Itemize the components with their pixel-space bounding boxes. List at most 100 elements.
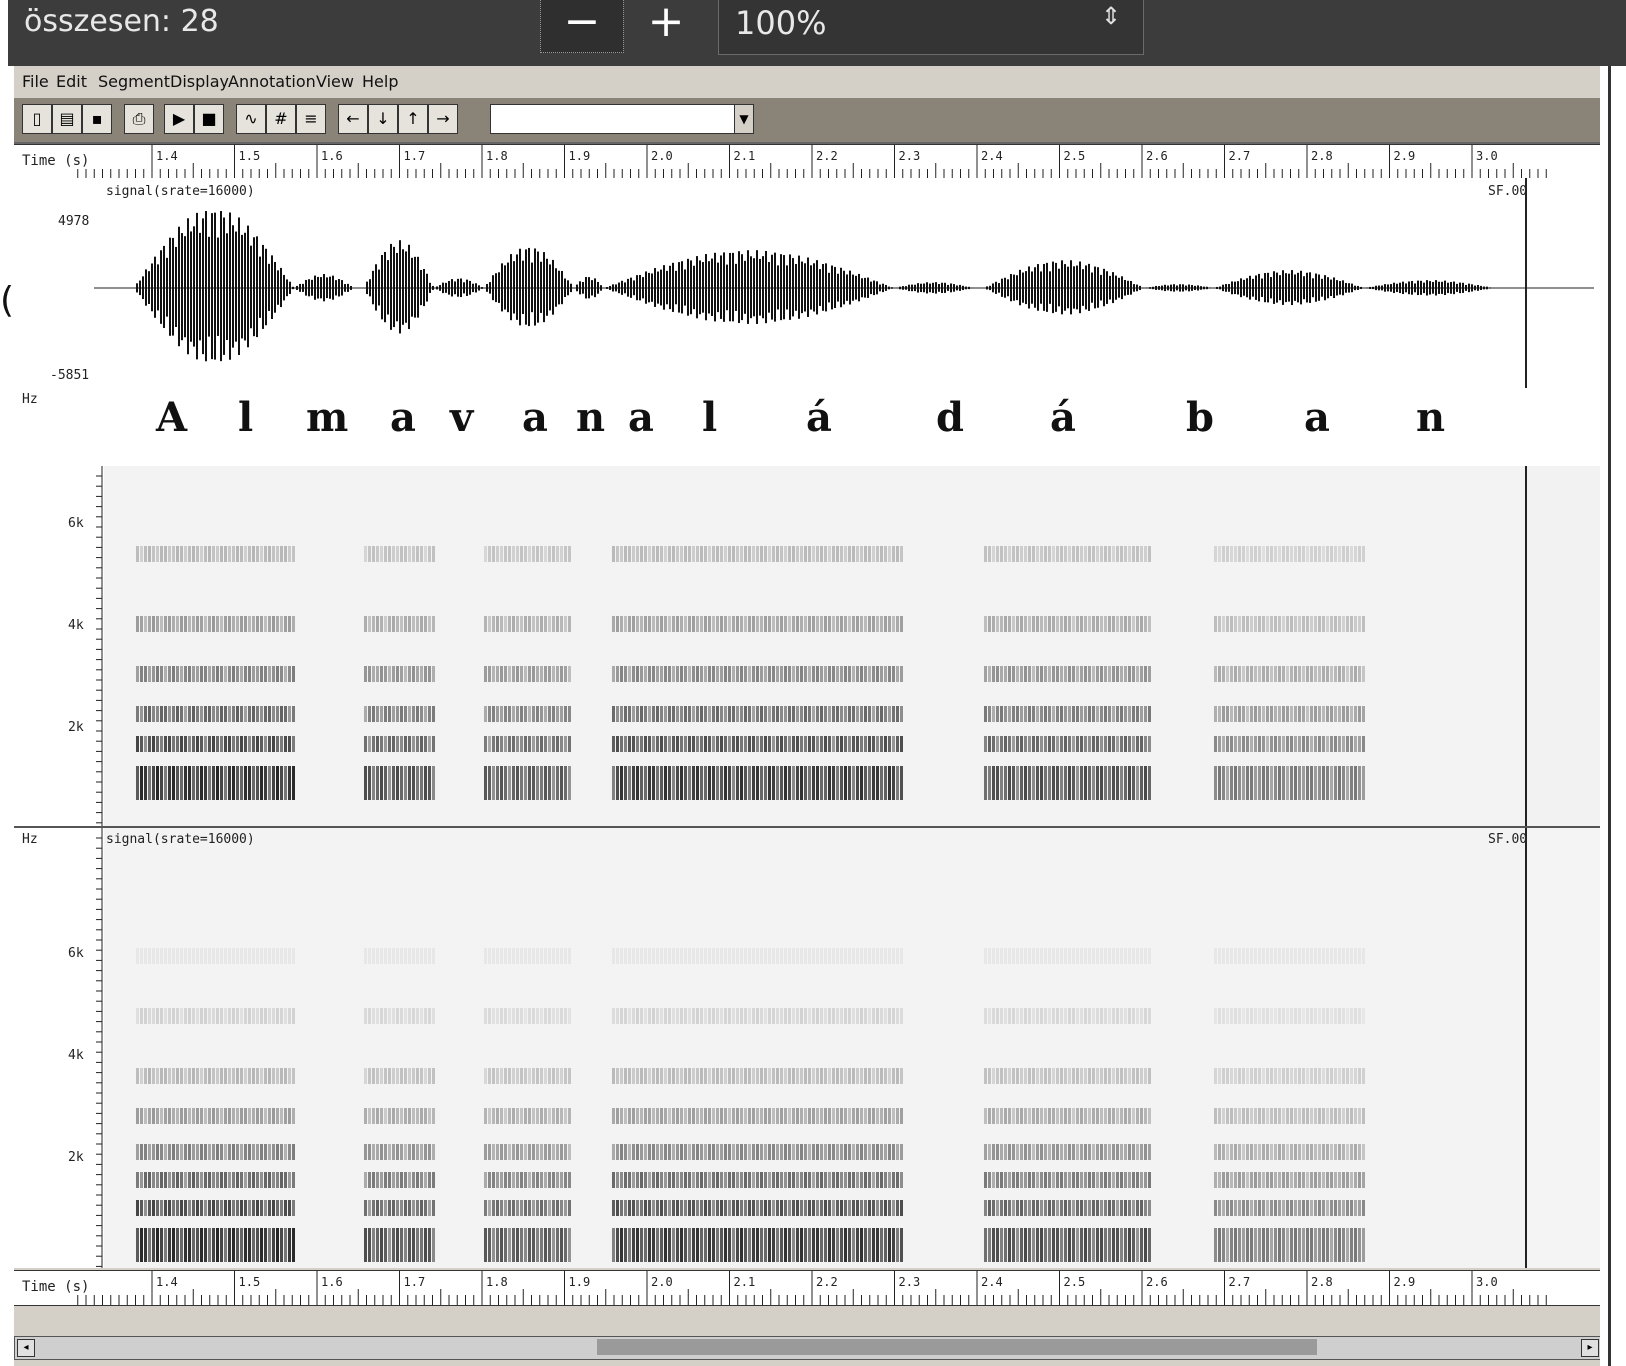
spectrogram-energy [228, 766, 231, 800]
spectrogram-energy [868, 546, 871, 562]
spectrogram-narrowband[interactable]: Hz signal(srate=16000) SF.00 6k 4k 2k [14, 828, 1600, 1268]
spectrogram-energy [1024, 1200, 1027, 1216]
ruler-label: Time (s) [22, 153, 90, 169]
scroll-left-icon[interactable]: ◂ [17, 1339, 35, 1357]
spectrogram-energy [516, 1108, 519, 1124]
spectrogram-energy [212, 1144, 215, 1160]
spectrogram-energy [524, 546, 527, 562]
spectrogram-energy [800, 1172, 803, 1188]
spectrogram-energy [740, 666, 743, 682]
save-icon[interactable]: ▪ [82, 104, 112, 134]
ruler-tick-label: 1.7 [404, 149, 426, 163]
spectrogram-energy [560, 766, 563, 800]
new-file-icon[interactable]: ▯ [22, 104, 52, 134]
spectrogram-energy [540, 1228, 543, 1262]
spectrogram-energy [196, 1172, 199, 1188]
spectrogram-energy [192, 1144, 195, 1160]
arrow-down-icon[interactable]: ↓ [368, 104, 398, 134]
spectrogram-energy [260, 706, 263, 722]
spectrogram-energy [172, 1008, 175, 1024]
spectrogram-energy [240, 766, 243, 800]
menu-segment[interactable]: Segment [98, 72, 170, 91]
channel-combo[interactable]: ▼ [490, 104, 754, 134]
zoom-select[interactable]: 100% ⇕ [718, 0, 1144, 55]
spectrogram-energy [788, 546, 791, 562]
spectrogram-energy [256, 948, 259, 964]
spectrogram-energy [820, 1200, 823, 1216]
spectrogram-energy [1016, 1008, 1019, 1024]
menu-help[interactable]: Help [362, 72, 399, 91]
spectrogram-energy [1092, 1108, 1095, 1124]
spectrogram-energy [732, 1172, 735, 1188]
spectrogram-energy [772, 1008, 775, 1024]
waveform-view-icon[interactable]: ∿ [236, 104, 266, 134]
waveform-panel[interactable]: signal(srate=16000) SF.00 4978 -5851 [14, 178, 1600, 389]
menu-file[interactable]: File [22, 72, 49, 91]
spectrogram-energy [508, 948, 511, 964]
spectrogram-energy [712, 616, 715, 632]
spectrogram-wideband[interactable]: Hz 6k 4k 2k [14, 392, 1600, 828]
spectrogram-energy [412, 948, 415, 964]
spectrogram-energy [1128, 736, 1131, 752]
arrow-up-icon[interactable]: ↑ [398, 104, 428, 134]
play-icon[interactable]: ▶ [164, 104, 194, 134]
spectrogram-energy [188, 616, 191, 632]
spectrogram-energy [1052, 1144, 1055, 1160]
spectrogram-energy [836, 546, 839, 562]
spectrogram-energy [888, 736, 891, 752]
spectrogram-energy [1238, 1228, 1241, 1262]
stop-icon[interactable]: ■ [194, 104, 224, 134]
zoom-spin-icon[interactable]: ⇕ [1100, 2, 1121, 30]
spectrogram-energy [1092, 1144, 1095, 1160]
spectrogram-energy [232, 706, 235, 722]
chevron-down-icon[interactable]: ▼ [734, 105, 753, 133]
spectrogram-energy [876, 1172, 879, 1188]
spectrogram-energy [764, 706, 767, 722]
grid-view-icon[interactable]: # [266, 104, 296, 134]
spectrogram-energy [648, 766, 651, 800]
spectrogram-energy [1254, 1008, 1257, 1024]
spectrogram-energy [776, 1228, 779, 1262]
arrow-right-icon[interactable]: → [428, 104, 458, 134]
spectrogram-energy [1008, 1068, 1011, 1084]
arrow-left-icon[interactable]: ← [338, 104, 368, 134]
spectrogram-energy [1104, 1068, 1107, 1084]
menu-view[interactable]: View [316, 72, 354, 91]
spectrogram-energy [1278, 546, 1281, 562]
scroll-right-icon[interactable]: ▸ [1581, 1339, 1599, 1357]
spectrogram-energy [1266, 948, 1269, 964]
spectrogram-energy [420, 666, 423, 682]
spectrogram-energy [376, 706, 379, 722]
spectrogram-energy [164, 1068, 167, 1084]
spectrogram-energy [1136, 706, 1139, 722]
horizontal-scrollbar[interactable]: ◂ ▸ [14, 1336, 1602, 1360]
list-view-icon[interactable]: ≡ [296, 104, 326, 134]
spectrogram-energy [560, 666, 563, 682]
spectrogram-energy [1084, 1228, 1087, 1262]
spectrogram-energy [372, 736, 375, 752]
zoom-in-button[interactable]: + [647, 0, 685, 47]
menu-annotation[interactable]: Annotation [228, 72, 316, 91]
spectrogram-energy [640, 1108, 643, 1124]
spectrogram-energy [1214, 666, 1217, 682]
menu-display[interactable]: Display [170, 72, 229, 91]
spectrogram-energy [144, 1200, 147, 1216]
menu-edit[interactable]: Edit [56, 72, 87, 91]
spectrogram-energy [536, 1108, 539, 1124]
spectrogram-energy [1318, 1200, 1321, 1216]
spectrogram-energy [164, 616, 167, 632]
spectrogram-energy [652, 1144, 655, 1160]
spectrogram-energy [528, 948, 531, 964]
spectrogram-energy [668, 706, 671, 722]
spectrogram-energy [1092, 1228, 1095, 1262]
zoom-out-button[interactable]: − [540, 0, 624, 53]
open-folder-icon[interactable]: ▤ [52, 104, 82, 134]
spectrogram-energy [1222, 1008, 1225, 1024]
scroll-thumb[interactable] [597, 1339, 1317, 1355]
spectrogram-energy [1314, 1228, 1317, 1262]
spectrogram-energy [156, 948, 159, 964]
spectrogram-energy [172, 1068, 175, 1084]
print-icon[interactable]: ⎙ [124, 104, 154, 134]
spectrogram-energy [708, 1068, 711, 1084]
spectrogram-energy [176, 766, 179, 800]
